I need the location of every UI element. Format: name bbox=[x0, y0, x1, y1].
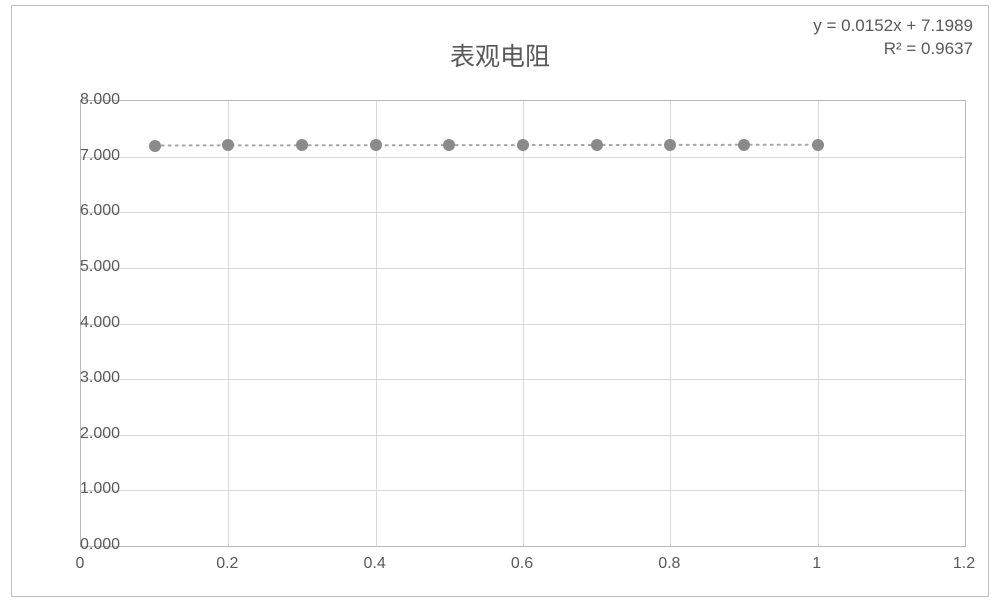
x-tick-label: 0.6 bbox=[511, 555, 533, 573]
data-point bbox=[738, 139, 750, 151]
data-point bbox=[812, 139, 824, 151]
plot-area bbox=[80, 100, 966, 547]
gridline-horizontal bbox=[81, 212, 965, 213]
gridline-horizontal bbox=[81, 435, 965, 436]
gridline-horizontal bbox=[81, 490, 965, 491]
data-point bbox=[517, 139, 529, 151]
trend-equation-line1: y = 0.0152x + 7.1989 bbox=[813, 15, 973, 38]
trend-equation-line2: R² = 0.9637 bbox=[813, 38, 973, 61]
gridline-horizontal bbox=[81, 379, 965, 380]
x-tick-label: 1 bbox=[812, 555, 821, 573]
gridline-horizontal bbox=[81, 268, 965, 269]
data-point bbox=[149, 140, 161, 152]
x-tick-label: 0.4 bbox=[364, 555, 386, 573]
x-tick-label: 0 bbox=[76, 555, 85, 573]
gridline-horizontal bbox=[81, 157, 965, 158]
gridline-horizontal bbox=[81, 324, 965, 325]
data-point bbox=[591, 139, 603, 151]
x-tick-label: 1.2 bbox=[953, 555, 975, 573]
trend-equation: y = 0.0152x + 7.1989 R² = 0.9637 bbox=[813, 15, 973, 61]
x-tick-label: 0.8 bbox=[658, 555, 680, 573]
data-point bbox=[370, 139, 382, 151]
x-tick-label: 0.2 bbox=[216, 555, 238, 573]
